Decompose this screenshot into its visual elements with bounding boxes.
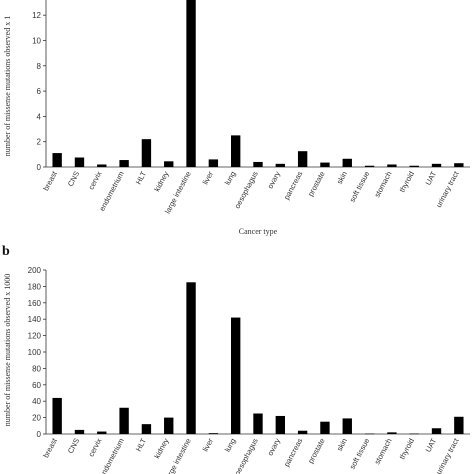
- bar-UAT: [431, 428, 442, 434]
- bar-urinary-tract: [454, 416, 464, 434]
- bar-endometrium: [119, 407, 129, 434]
- y-tick-label: 12: [32, 11, 41, 20]
- y-tick-label: 6: [37, 87, 42, 96]
- bar-cervix: [97, 431, 107, 434]
- panel-letter: b: [2, 244, 10, 259]
- category-label: stomach: [372, 170, 393, 199]
- category-label: lung: [223, 437, 238, 454]
- bar-lung: [230, 317, 241, 434]
- category-label: prostate: [306, 437, 327, 465]
- bar-kidney: [164, 161, 174, 167]
- y-axis-title: number of missense mutations observed x …: [3, 16, 12, 156]
- category-label: prostate: [306, 170, 327, 198]
- category-label: HLT: [134, 169, 149, 186]
- bar-liver: [208, 159, 219, 167]
- bar-CNS: [74, 157, 85, 167]
- y-tick-label: 100: [28, 348, 42, 357]
- bar-HLT: [141, 424, 152, 434]
- bar-skin: [342, 158, 352, 167]
- category-label: breast: [41, 436, 59, 459]
- y-tick-label: 20: [32, 414, 41, 423]
- bar-prostate: [320, 421, 330, 434]
- y-tick-label: 180: [28, 282, 42, 291]
- y-tick-label: 140: [28, 315, 42, 324]
- bar-endometrium: [119, 160, 129, 167]
- bar-pancreas: [297, 151, 308, 167]
- panel-b: 0 20 40 60 80 100 120 140 160 180 200 breast CNS cerv…: [2, 244, 470, 474]
- category-label: ovary: [266, 169, 283, 190]
- bar-breast: [52, 397, 62, 434]
- y-tick-label: 8: [37, 62, 42, 71]
- category-label: oesophagus: [233, 169, 260, 210]
- bar-skin: [342, 418, 352, 434]
- bar-thyroid: [409, 433, 419, 435]
- category-label: HLT: [134, 436, 149, 453]
- category-label: cervix: [86, 437, 103, 459]
- bar-pancreas: [297, 430, 308, 434]
- y-tick-label: 160: [28, 299, 42, 308]
- category-label: UAT: [424, 436, 439, 453]
- bar-soft-tissue: [364, 433, 375, 435]
- category-label: lung: [223, 170, 238, 187]
- category-label: urinary tract: [434, 436, 461, 474]
- bar-large-intestine: [186, 0, 196, 167]
- bar-HLT: [141, 139, 152, 167]
- category-label: pancreas: [282, 436, 305, 468]
- x-axis-title: Cancer type: [239, 227, 278, 236]
- bar-CNS: [74, 429, 85, 434]
- bar-ovary: [275, 415, 286, 434]
- y-tick-label: 60: [32, 381, 41, 390]
- bar-soft-tissue: [364, 165, 375, 167]
- bar-ovary: [275, 163, 286, 167]
- y-axis-title: number of missense mutations observed x …: [3, 274, 12, 426]
- bar-thyroid: [409, 165, 419, 167]
- category-label: urinary tract: [434, 169, 461, 209]
- y-tick-label: 120: [28, 332, 42, 341]
- category-label: soft tissue: [348, 437, 372, 471]
- y-tick-label: 40: [32, 397, 41, 406]
- category-label: pancreas: [282, 169, 305, 201]
- category-label: kidney: [152, 169, 170, 193]
- bar-prostate: [320, 162, 330, 167]
- y-tick-label: 2: [37, 138, 42, 147]
- bar-kidney: [164, 417, 174, 434]
- category-label: ovary: [266, 436, 283, 457]
- y-tick-label: 0: [37, 430, 42, 439]
- category-label: stomach: [372, 437, 393, 466]
- category-label: liver: [201, 436, 216, 453]
- category-label: thyroid: [397, 437, 416, 461]
- bar-large-intestine: [186, 282, 196, 434]
- bar-lung: [230, 135, 241, 167]
- category-label: UAT: [424, 169, 439, 186]
- category-label: thyroid: [397, 170, 416, 194]
- category-label: CNS: [66, 437, 81, 455]
- bar-oesophagus: [253, 413, 263, 434]
- bar-oesophagus: [253, 161, 263, 167]
- y-tick-label: 10: [32, 36, 41, 45]
- category-label: cervix: [86, 170, 103, 192]
- category-label: CNS: [66, 170, 81, 188]
- bar-stomach: [387, 432, 397, 434]
- category-label: breast: [41, 169, 59, 192]
- y-tick-label: 200: [28, 266, 42, 275]
- bar-cervix: [97, 164, 107, 167]
- y-tick-label: 80: [32, 364, 41, 373]
- y-tick-label: 4: [37, 112, 42, 121]
- bar-urinary-tract: [454, 163, 464, 167]
- category-label: skin: [335, 437, 349, 453]
- bar-breast: [52, 153, 62, 167]
- category-label: skin: [335, 170, 349, 186]
- category-label: soft tissue: [348, 170, 372, 204]
- y-tick-label: 0: [37, 163, 42, 172]
- category-label: liver: [201, 169, 216, 186]
- bar-liver: [208, 433, 219, 434]
- bar-UAT: [431, 163, 442, 167]
- category-label: kidney: [152, 436, 170, 460]
- bar-stomach: [387, 164, 397, 167]
